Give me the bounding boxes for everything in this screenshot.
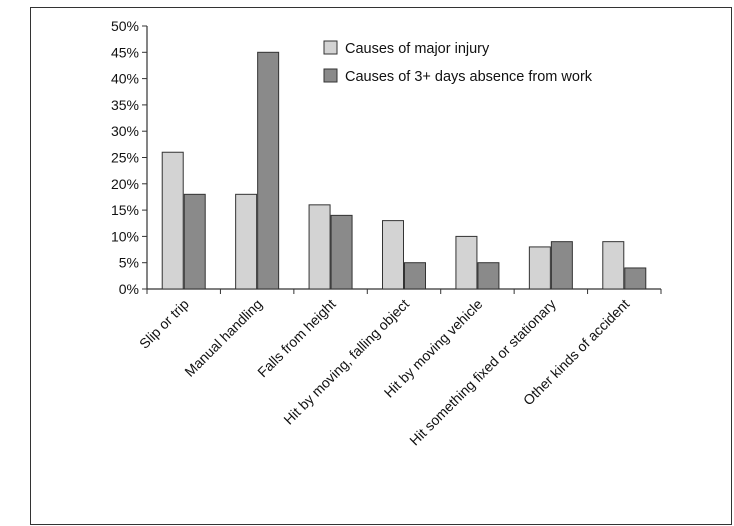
bar-major-injury-4 [455,235,478,290]
bar-absence-1 [257,51,280,290]
bar-major-injury-5 [528,246,551,290]
legend-label-1: Causes of 3+ days absence from work [345,69,593,85]
y-tick-label: 50% [111,18,139,34]
x-tick-label: Manual handling [181,296,265,380]
y-tick-label: 25% [111,150,139,166]
y-tick-label: 5% [119,255,139,271]
bar-absence-2 [330,214,353,290]
chart-axes: 0% 5% 10% 15% 20% 25% 30% 35% 40% 45% 50% [111,18,662,297]
y-tick-label: 30% [111,123,139,139]
x-tick-label: Falls from height [254,296,339,381]
x-tick-label: Hit something fixed or stationary [406,296,559,449]
x-tick-label: Slip or trip [136,296,192,352]
x-tick-label: Hit by moving, falling object [280,296,412,428]
legend-swatch-0 [323,40,338,55]
bar-major-injury-0 [161,151,184,290]
bar-absence-0 [183,193,206,290]
legend-swatch-1 [323,68,338,83]
bar-absence-6 [624,267,647,290]
y-tick-label: 10% [111,228,139,244]
bar-absence-3 [404,262,426,290]
bar-absence-4 [477,262,500,290]
bar-major-injury-1 [235,193,258,290]
bar-absence-5 [550,241,573,290]
legend-label-0: Causes of major injury [345,41,490,57]
bar-major-injury-3 [382,220,404,290]
y-tick-label: 15% [111,202,139,218]
y-tick-label: 40% [111,71,139,87]
y-tick-label: 35% [111,97,139,113]
bar-major-injury-2 [308,204,331,290]
y-tick-label: 0% [119,281,139,297]
y-tick-label: 20% [111,176,139,192]
chart-legend: Causes of major injury Causes of 3+ days … [323,40,593,85]
bar-major-injury-6 [602,241,625,290]
y-tick-label: 45% [111,44,139,60]
chart-bars [161,51,647,290]
